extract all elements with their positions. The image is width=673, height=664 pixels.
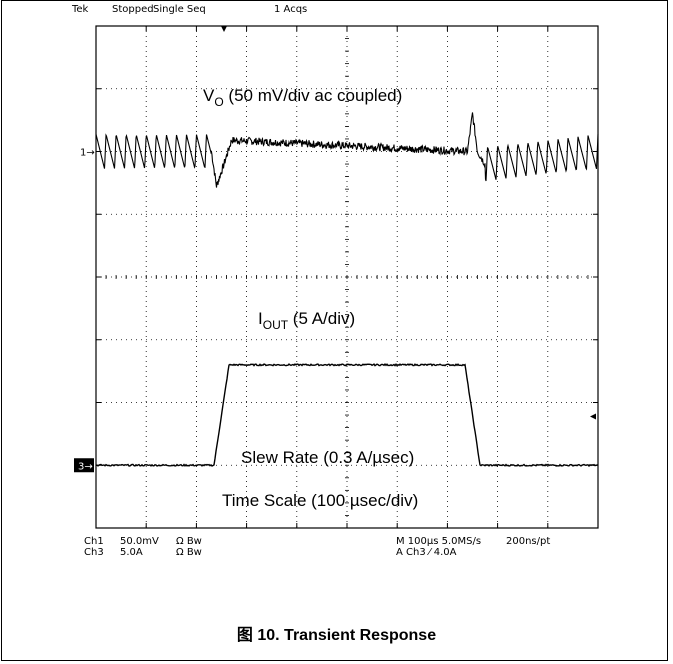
trigger-readout: A Ch3 ⁄ 4.0A xyxy=(396,547,457,558)
vo-trace xyxy=(95,112,599,188)
ch3-label: Ch3 xyxy=(84,547,104,558)
oscilloscope-display: 1→ 3→ VO (50 mV/div ac coupled) IOUT (5 A/d… xyxy=(74,25,599,529)
ch1-scale: 50.0mV xyxy=(120,536,159,547)
caption-text: 10. Transient Response xyxy=(257,627,437,644)
scope-brand: Tek xyxy=(72,4,89,15)
ch3-flags: Ω Bw xyxy=(176,547,202,558)
timebase-readout: M 100µs 5.0MS/s xyxy=(396,536,482,547)
caption-prefix: 图 xyxy=(236,627,253,644)
figure-caption: 图 10. Transient Response xyxy=(0,621,673,645)
slew-rate-annotation: Slew Rate (0.3 A/µsec) xyxy=(241,448,414,467)
ch3-marker: 3→ xyxy=(78,461,93,472)
ch1-marker: 1→ xyxy=(80,148,95,159)
time-scale-annotation: Time Scale (100 µsec/div) xyxy=(222,491,418,510)
ch1-label: Ch1 xyxy=(84,536,104,547)
iout-trace xyxy=(95,362,599,468)
ch3-marker-box xyxy=(74,458,94,473)
ch3-scale: 5.0A xyxy=(120,547,143,558)
trigger-position-icon xyxy=(221,26,227,32)
vo-annotation: VO (50 mV/div ac coupled) xyxy=(203,86,402,109)
acquisition-count: 1 Acqs xyxy=(274,4,308,15)
acquisition-mode: Single Seq xyxy=(153,4,206,15)
iout-annotation: IOUT (5 A/div) xyxy=(258,309,355,332)
record-resolution: 200ns/pt xyxy=(506,536,551,547)
ch1-flags: Ω Bw xyxy=(176,536,202,547)
trigger-level-icon xyxy=(590,413,596,420)
acquisition-state: Stopped xyxy=(112,4,154,15)
